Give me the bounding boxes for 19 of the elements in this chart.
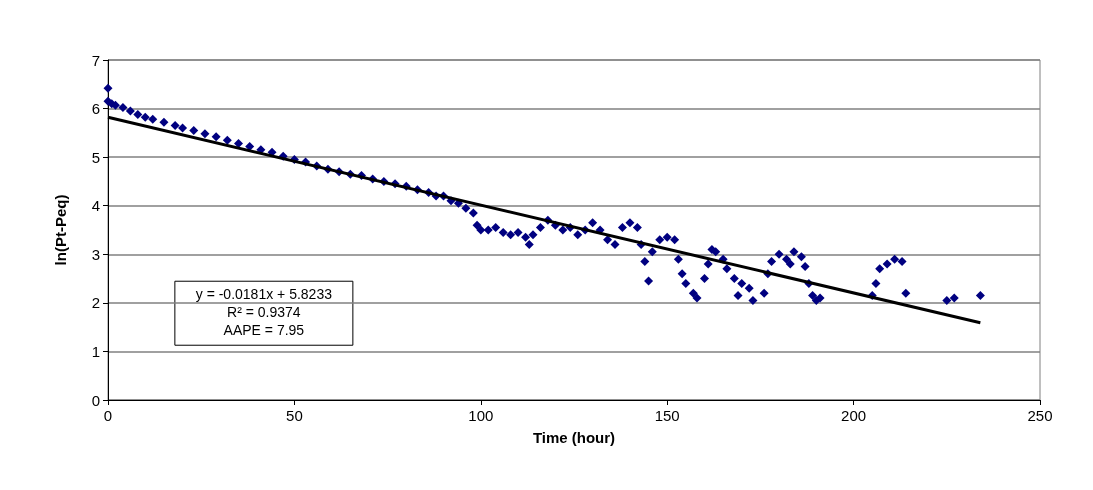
x-tick-label: 200 xyxy=(841,407,867,424)
y-tick-label: 7 xyxy=(91,51,100,69)
y-tick-label: 6 xyxy=(91,100,100,118)
y-tick-label: 0 xyxy=(91,391,100,409)
y-tick-label: 5 xyxy=(91,148,100,166)
annotation: R² = 0.9374 xyxy=(227,304,301,321)
y-tick-label: 2 xyxy=(91,294,100,312)
y-axis-title: ln(Pt-Peq) xyxy=(52,194,69,266)
annotation: y = -0.0181x + 5.8233 xyxy=(195,286,333,303)
annotation: AAPE = 7.95 xyxy=(223,322,305,339)
x-tick-label: 150 xyxy=(654,407,680,424)
x-tick-label: 250 xyxy=(1027,407,1053,424)
x-tick-label: 50 xyxy=(286,407,303,424)
y-tick-label: 4 xyxy=(91,197,100,215)
y-tick-label: 3 xyxy=(91,245,100,263)
x-tick-label: 0 xyxy=(103,407,113,424)
x-tick-label: 100 xyxy=(468,407,494,424)
x-axis-title: Time (hour) xyxy=(532,429,616,446)
y-tick-label: 1 xyxy=(91,342,100,360)
